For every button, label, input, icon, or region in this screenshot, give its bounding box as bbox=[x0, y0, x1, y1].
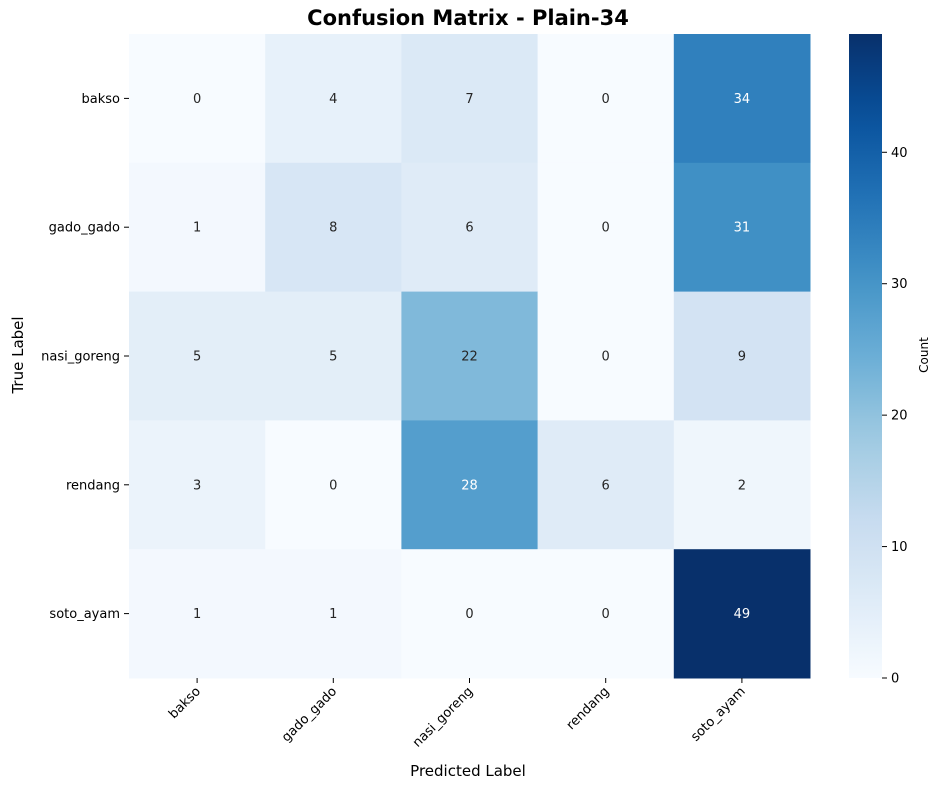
cell-value-label: 1 bbox=[329, 607, 337, 622]
cell-value-label: 0 bbox=[329, 478, 337, 493]
heatmap-cell bbox=[265, 420, 402, 550]
cell-value-label: 28 bbox=[461, 478, 478, 493]
x-tick-label: gado_gado bbox=[279, 684, 340, 745]
x-tick-label: soto_ayam bbox=[688, 684, 749, 745]
heatmap-cell bbox=[537, 549, 675, 679]
heatmap-cell bbox=[129, 162, 266, 293]
colorbar-tick-label: 30 bbox=[891, 277, 908, 292]
cell-value-label: 34 bbox=[734, 92, 751, 107]
colorbar-tick-label: 20 bbox=[891, 409, 908, 424]
heatmap-cell bbox=[401, 34, 539, 164]
heatmap-cell bbox=[537, 420, 675, 550]
cell-value-label: 1 bbox=[193, 221, 201, 236]
y-tick-label: soto_ayam bbox=[49, 607, 120, 622]
cell-value-label: 0 bbox=[602, 92, 610, 107]
heatmap-cell bbox=[401, 420, 539, 550]
heatmap-cell bbox=[265, 34, 402, 164]
colorbar: 0 10 20 30 40 bbox=[849, 34, 908, 687]
colorbar-tick-label: 10 bbox=[891, 540, 908, 555]
heatmap-cell bbox=[129, 34, 266, 164]
x-tick-label: rendang bbox=[564, 684, 613, 733]
heatmap-cell bbox=[265, 162, 402, 293]
heatmap-cell bbox=[673, 34, 811, 164]
cell-value-label: 6 bbox=[602, 478, 610, 493]
y-tick-label: rendang bbox=[66, 478, 120, 493]
heatmap-cells: 0 4 7 0 34 1 8 6 0 31 5 5 22 0 9 3 0 28 6 2 1 1 0 0 49 bbox=[129, 34, 811, 679]
heatmap-cell bbox=[129, 291, 266, 421]
colorbar-tick-label: 40 bbox=[891, 146, 908, 161]
cell-value-label: 8 bbox=[329, 221, 337, 236]
cell-value-label: 0 bbox=[602, 221, 610, 236]
heatmap-cell bbox=[537, 162, 675, 293]
cell-value-label: 0 bbox=[465, 607, 473, 622]
cell-value-label: 0 bbox=[193, 92, 201, 107]
y-tick-label: bakso bbox=[82, 92, 121, 107]
chart-title: Confusion Matrix - Plain-34 bbox=[307, 6, 629, 30]
cell-value-label: 7 bbox=[465, 92, 473, 107]
x-tick-label: bakso bbox=[166, 684, 204, 722]
colorbar-label: Count bbox=[917, 337, 931, 373]
x-axis: bakso gado_gado nasi_goreng rendang soto_aya… bbox=[166, 678, 749, 751]
y-tick-label: gado_gado bbox=[49, 221, 120, 236]
cell-value-label: 4 bbox=[329, 92, 337, 107]
heatmap-cell bbox=[673, 420, 811, 550]
cell-value-label: 5 bbox=[193, 350, 201, 365]
cell-value-label: 2 bbox=[738, 478, 746, 493]
heatmap-cell bbox=[129, 420, 266, 550]
y-axis-label: True Label bbox=[9, 316, 27, 394]
heatmap-cell bbox=[265, 291, 402, 421]
heatmap-cell bbox=[537, 34, 675, 164]
heatmap-cell bbox=[401, 291, 539, 421]
cell-value-label: 22 bbox=[461, 350, 478, 365]
colorbar-gradient bbox=[849, 34, 882, 678]
y-tick-label: nasi_goreng bbox=[41, 350, 120, 365]
heatmap-cell bbox=[401, 162, 539, 293]
heatmap-cell bbox=[673, 291, 811, 421]
cell-value-label: 0 bbox=[602, 350, 610, 365]
heatmap-cell bbox=[401, 549, 539, 679]
colorbar-tick-label: 0 bbox=[891, 672, 899, 687]
heatmap-cell bbox=[673, 162, 811, 293]
heatmap-cell bbox=[537, 291, 675, 421]
cell-value-label: 3 bbox=[193, 478, 201, 493]
heatmap-cell bbox=[265, 549, 402, 679]
cell-value-label: 6 bbox=[465, 221, 473, 236]
heatmap-cell bbox=[673, 549, 811, 679]
cell-value-label: 49 bbox=[734, 607, 751, 622]
cell-value-label: 5 bbox=[329, 350, 337, 365]
x-axis-label: Predicted Label bbox=[410, 762, 526, 780]
x-tick-label: nasi_goreng bbox=[410, 684, 476, 750]
cell-value-label: 0 bbox=[602, 607, 610, 622]
cell-value-label: 9 bbox=[738, 350, 746, 365]
cell-value-label: 31 bbox=[734, 221, 751, 236]
cell-value-label: 1 bbox=[193, 607, 201, 622]
heatmap-cell bbox=[129, 549, 266, 679]
